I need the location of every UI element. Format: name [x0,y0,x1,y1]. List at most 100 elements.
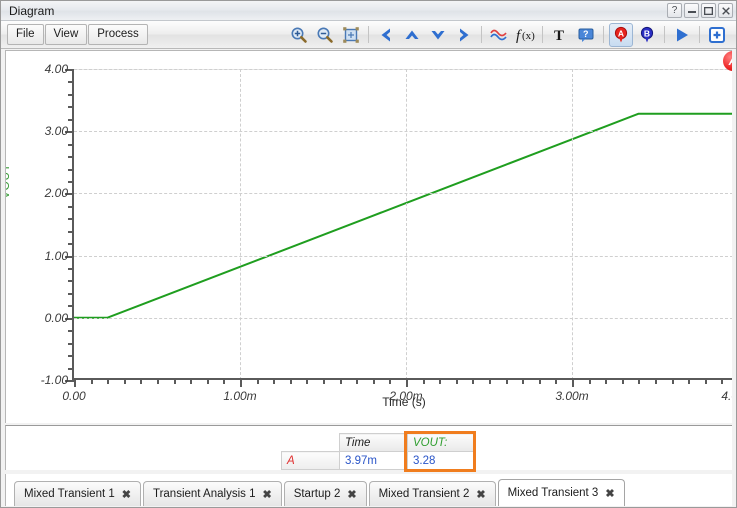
x-axis-minor-tick [505,378,508,384]
x-axis-tick-label: 0.00 [62,389,86,403]
tab-close-icon[interactable]: ✖ [121,488,131,501]
table-row[interactable]: A 3.97m 3.28 [281,451,476,470]
table-header-row: Time VOUT: [282,433,476,452]
window-controls: ? [667,3,733,18]
maximize-button[interactable] [701,3,716,18]
x-axis-minor-tick [356,378,359,384]
menu-bar: File View Process [1,24,149,45]
y-axis-minor-tick [68,292,74,295]
x-axis-minor-tick [223,378,226,384]
x-axis-minor-tick [621,378,624,384]
tab-strip: Mixed Transient 1 ✖ Transient Analysis 1 ✖ S… [5,474,732,506]
note-icon[interactable]: ? [574,23,598,47]
gridline-vertical [240,69,241,380]
pan-left-icon[interactable] [374,23,398,47]
svg-text:A: A [618,28,624,38]
x-axis-minor-tick [538,378,541,384]
y-axis-minor-tick [68,81,74,84]
y-axis-minor-tick [68,168,74,171]
menu-file[interactable]: File [7,24,44,45]
y-axis-tick [65,255,74,258]
toolbar-separator [368,26,369,43]
y-axis-minor-tick [68,330,74,333]
plot-panel[interactable]: -1.00 0.00 1.00 2.00 3.00 4.00 0.00 1.00m 2.00m 3… [5,50,732,423]
x-axis-minor-tick [688,378,691,384]
gridline-vertical [406,69,407,380]
tab-mixed-transient-2[interactable]: Mixed Transient 2 ✖ [368,481,496,506]
x-axis-minor-tick [339,378,342,384]
y-axis-tick-label: 4.00 [44,62,68,76]
y-axis-minor-tick [68,205,74,208]
x-axis-minor-tick [256,378,259,384]
window-title: Diagram [9,4,55,18]
cursor-a-icon[interactable]: A [609,22,633,47]
y-axis-minor-tick [68,218,74,221]
tab-label: Mixed Transient 1 [24,488,115,500]
x-axis-tick-label: 4.00m [721,389,732,403]
tab-mixed-transient-1[interactable]: Mixed Transient 1 ✖ [14,481,141,506]
pan-right-icon[interactable] [452,23,476,47]
x-axis-minor-tick [123,378,126,384]
gridline-vertical [572,69,573,380]
waveform-icon[interactable] [487,23,511,47]
tab-startup-2[interactable]: Startup 2 ✖ [283,481,367,506]
minimize-button[interactable] [684,3,699,18]
tab-close-icon[interactable]: ✖ [262,488,272,501]
svg-text:?: ? [583,29,589,39]
plot-frame[interactable]: -1.00 0.00 1.00 2.00 3.00 4.00 0.00 1.00m 2.00m 3… [41,51,732,403]
y-axis-tick-label: -1.00 [40,373,68,387]
x-axis-minor-tick [173,378,176,384]
menu-view[interactable]: View [44,24,88,45]
function-icon[interactable]: f (x) [513,23,537,47]
x-axis-minor-tick [289,378,292,384]
tab-close-icon[interactable]: ✖ [347,488,357,501]
help-button[interactable]: ? [667,3,682,18]
header-time: Time [339,433,408,452]
run-icon[interactable] [670,23,694,47]
close-button[interactable] [718,3,733,18]
pan-up-icon[interactable] [400,23,424,47]
y-axis-tick [65,317,74,320]
x-axis-tick [572,378,574,387]
add-plot-icon[interactable] [705,23,729,47]
y-axis-tick-label: 3.00 [44,124,68,139]
toolbar-separator [481,26,482,43]
cursor-readout-panel: Time VOUT: A 3.97m 3.28 [5,425,732,472]
x-axis-minor-tick [588,378,591,384]
x-axis-minor-tick [605,378,608,384]
gridline-horizontal [74,131,732,133]
tab-close-icon[interactable]: ✖ [605,487,615,500]
tab-label: Mixed Transient 3 [507,487,599,499]
x-axis-tick-label: 2.00m [389,389,423,403]
cursor-handle-a[interactable]: A [723,51,732,71]
vout-trace [74,112,732,319]
x-axis-minor-tick [389,378,392,384]
x-axis-minor-tick [655,378,657,384]
x-axis-minor-tick [422,378,425,384]
y-axis-minor-tick [68,230,74,233]
toolbar: File View Process [1,21,736,49]
y-axis-minor-tick [68,118,74,121]
cursor-b-icon[interactable]: B [635,23,659,47]
tab-close-icon[interactable]: ✖ [476,488,486,501]
x-axis-minor-tick [704,378,707,384]
zoom-out-icon[interactable] [313,23,337,47]
y-axis-tick-label: 0.00 [44,310,68,325]
zoom-fit-icon[interactable] [339,23,363,47]
y-axis-minor-tick [68,93,74,96]
cursor-readout-table: Time VOUT: A 3.97m 3.28 [281,433,476,470]
gridline-horizontal [74,193,732,195]
x-axis-minor-tick [90,378,93,384]
tab-transient-analysis-1[interactable]: Transient Analysis 1 ✖ [142,481,282,506]
pan-down-icon[interactable] [426,23,450,47]
x-axis-tick-label: 3.00m [555,389,589,403]
text-icon[interactable]: T [548,23,572,47]
tab-mixed-transient-3[interactable]: Mixed Transient 3 ✖ [497,479,625,506]
menu-process[interactable]: Process [88,24,148,45]
x-axis-minor-tick [671,378,674,384]
toolbar-separator [664,26,665,43]
y-axis-tick [65,193,74,196]
zoom-in-icon[interactable] [287,23,311,47]
toolbar-separator [542,26,543,43]
x-axis-minor-tick [107,378,110,384]
